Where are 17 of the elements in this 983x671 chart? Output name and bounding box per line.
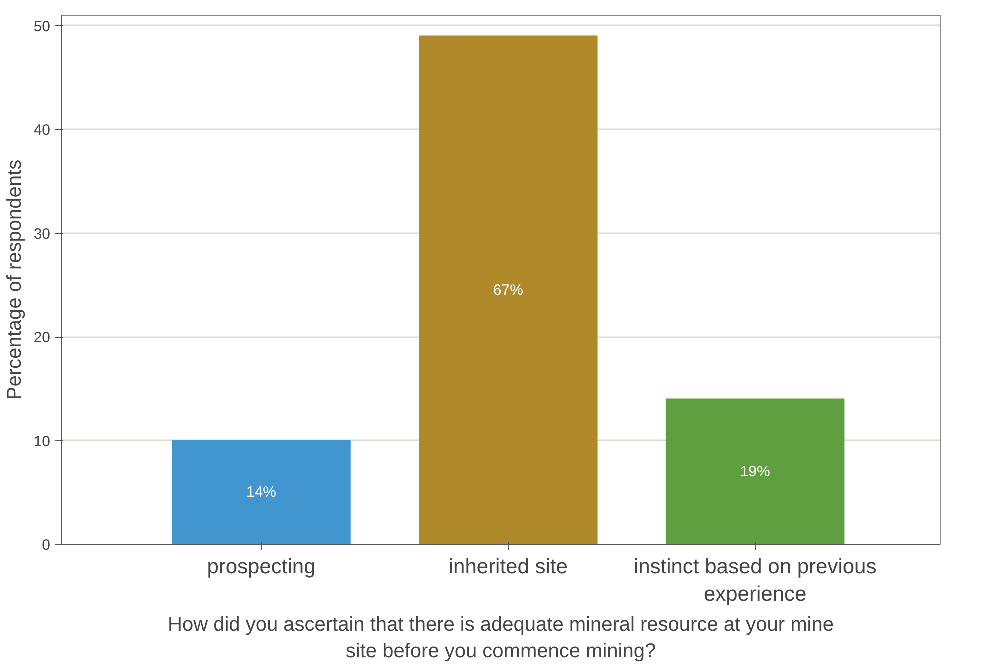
annotation: 19% [740, 463, 770, 480]
y-tick-label: 40 [34, 122, 51, 140]
x-tick-label: inherited site [448, 556, 568, 578]
y-tick-label: 10 [34, 433, 51, 450]
y-axis-title: Percentage of respondents [4, 160, 26, 400]
y-tick-label: 50 [34, 18, 51, 36]
y-tick-label: 0 [42, 537, 50, 554]
bar [666, 398, 845, 544]
bar [419, 36, 598, 544]
bar [172, 440, 351, 544]
x-axis-title: How did you ascertain that there is adequate mineral resource at your mine site before you commence mining? [168, 614, 834, 662]
annotation: 67% [493, 282, 524, 299]
x-tick-label: prospecting [207, 556, 316, 578]
annotation: 14% [246, 484, 277, 502]
x-tick-label: instinct based on previous experience [634, 556, 877, 606]
y-tick-label: 30 [34, 226, 51, 243]
y-tick-label: 20 [34, 330, 51, 347]
